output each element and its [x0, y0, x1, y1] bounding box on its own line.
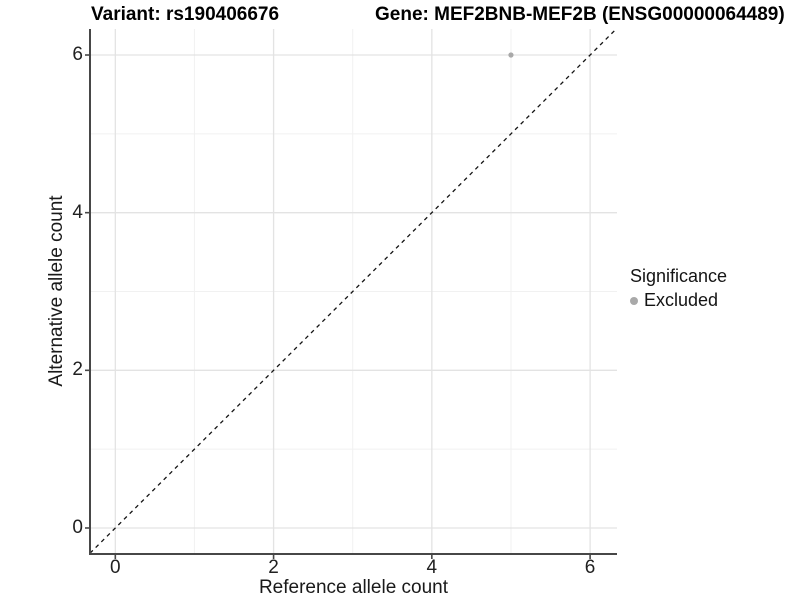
x-tick-label: 4 — [426, 557, 438, 578]
y-tick-label: 6 — [72, 44, 83, 65]
x-tick-label: 6 — [584, 557, 596, 578]
y-tick-label: 4 — [72, 201, 83, 223]
legend-title: Significance — [630, 266, 728, 286]
data-point — [508, 52, 514, 58]
gene-title: Gene: MEF2BNB-MEF2B (ENSG00000064489) — [375, 4, 785, 25]
legend-item-excluded: Excluded — [630, 290, 727, 311]
x-axis-title: Reference allele count — [258, 577, 449, 598]
legend-item-label: Excluded — [644, 290, 719, 310]
y-tick-label: 0 — [72, 516, 83, 538]
legend: Significance Excluded — [630, 266, 727, 311]
legend-circle-marker-icon — [630, 296, 638, 305]
variant-title: Variant: rs190406676 — [91, 4, 280, 25]
y-axis-title: Alternative allele count — [46, 195, 67, 387]
identity-reference-line — [89, 28, 617, 554]
x-tick-label: 0 — [110, 557, 121, 578]
plot-panel — [85, 28, 617, 559]
x-tick-label: 2 — [268, 557, 279, 578]
y-tick-label: 2 — [72, 359, 83, 381]
